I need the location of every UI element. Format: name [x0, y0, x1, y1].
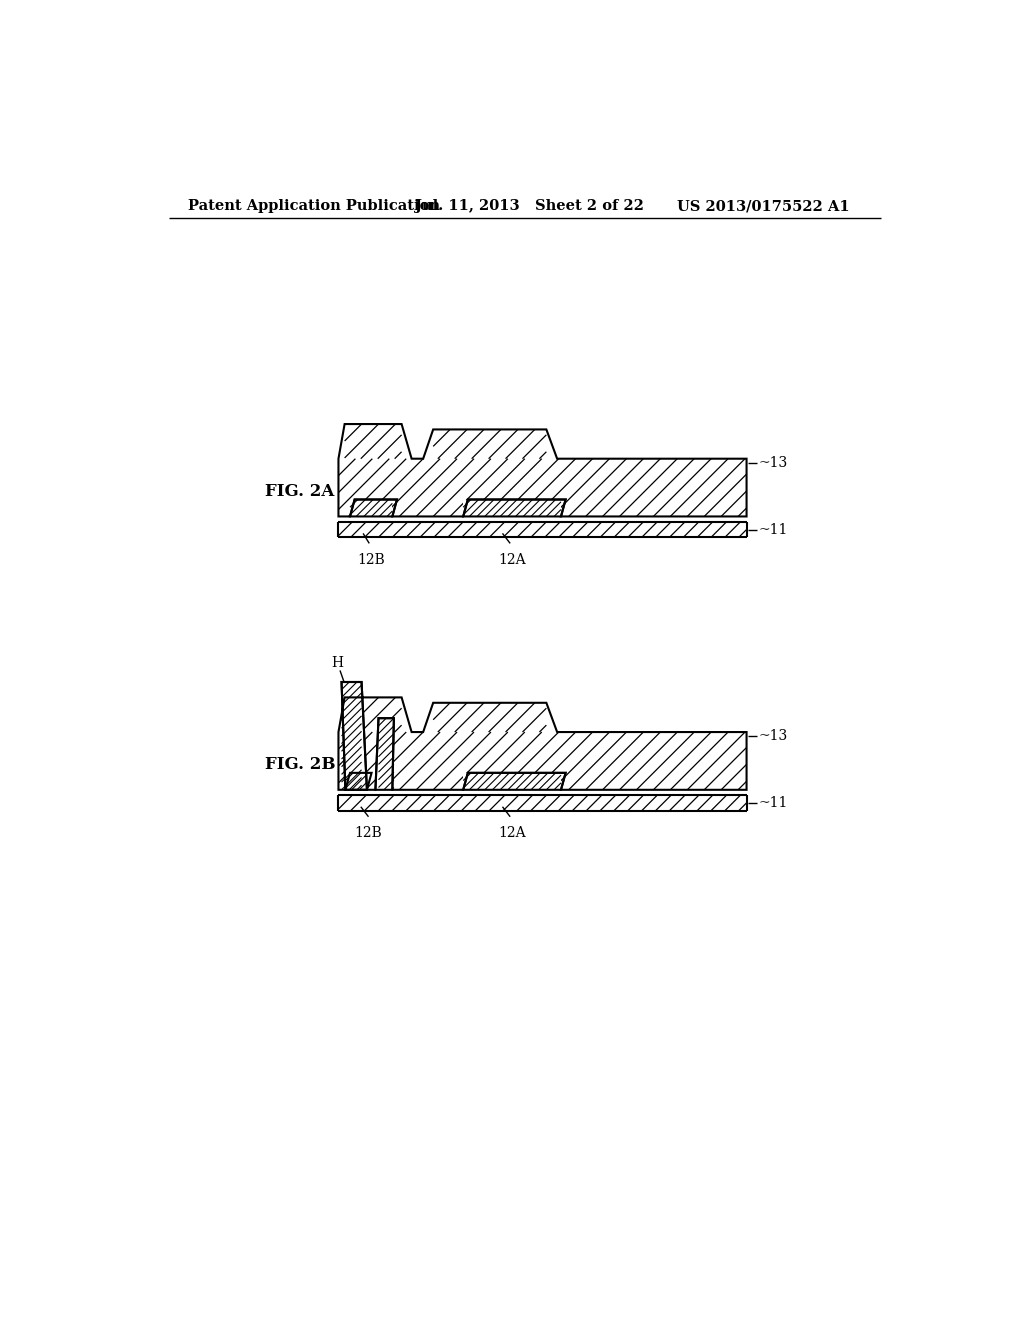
- Polygon shape: [423, 702, 557, 733]
- Polygon shape: [339, 424, 412, 459]
- Polygon shape: [339, 521, 746, 537]
- Text: 12B: 12B: [354, 826, 382, 840]
- Polygon shape: [463, 499, 561, 516]
- Polygon shape: [376, 718, 394, 789]
- Text: 12A: 12A: [498, 553, 525, 566]
- Text: ~11: ~11: [758, 523, 787, 536]
- Text: ~11: ~11: [758, 796, 787, 810]
- Text: US 2013/0175522 A1: US 2013/0175522 A1: [677, 199, 850, 213]
- Text: 12A: 12A: [498, 826, 525, 840]
- Polygon shape: [463, 774, 561, 789]
- Polygon shape: [339, 733, 746, 789]
- Polygon shape: [345, 774, 367, 789]
- Text: ~13: ~13: [758, 729, 787, 743]
- Text: FIG. 2A: FIG. 2A: [265, 483, 335, 499]
- Polygon shape: [339, 459, 746, 516]
- Text: Patent Application Publication: Patent Application Publication: [188, 199, 440, 213]
- Polygon shape: [339, 697, 412, 733]
- Polygon shape: [350, 499, 392, 516]
- Polygon shape: [339, 795, 746, 810]
- Text: 12B: 12B: [357, 553, 385, 566]
- Text: FIG. 2B: FIG. 2B: [265, 756, 336, 774]
- Text: ~13: ~13: [758, 455, 787, 470]
- Polygon shape: [423, 429, 557, 459]
- Text: H: H: [332, 656, 344, 669]
- Polygon shape: [342, 682, 367, 789]
- Text: Jul. 11, 2013   Sheet 2 of 22: Jul. 11, 2013 Sheet 2 of 22: [416, 199, 644, 213]
